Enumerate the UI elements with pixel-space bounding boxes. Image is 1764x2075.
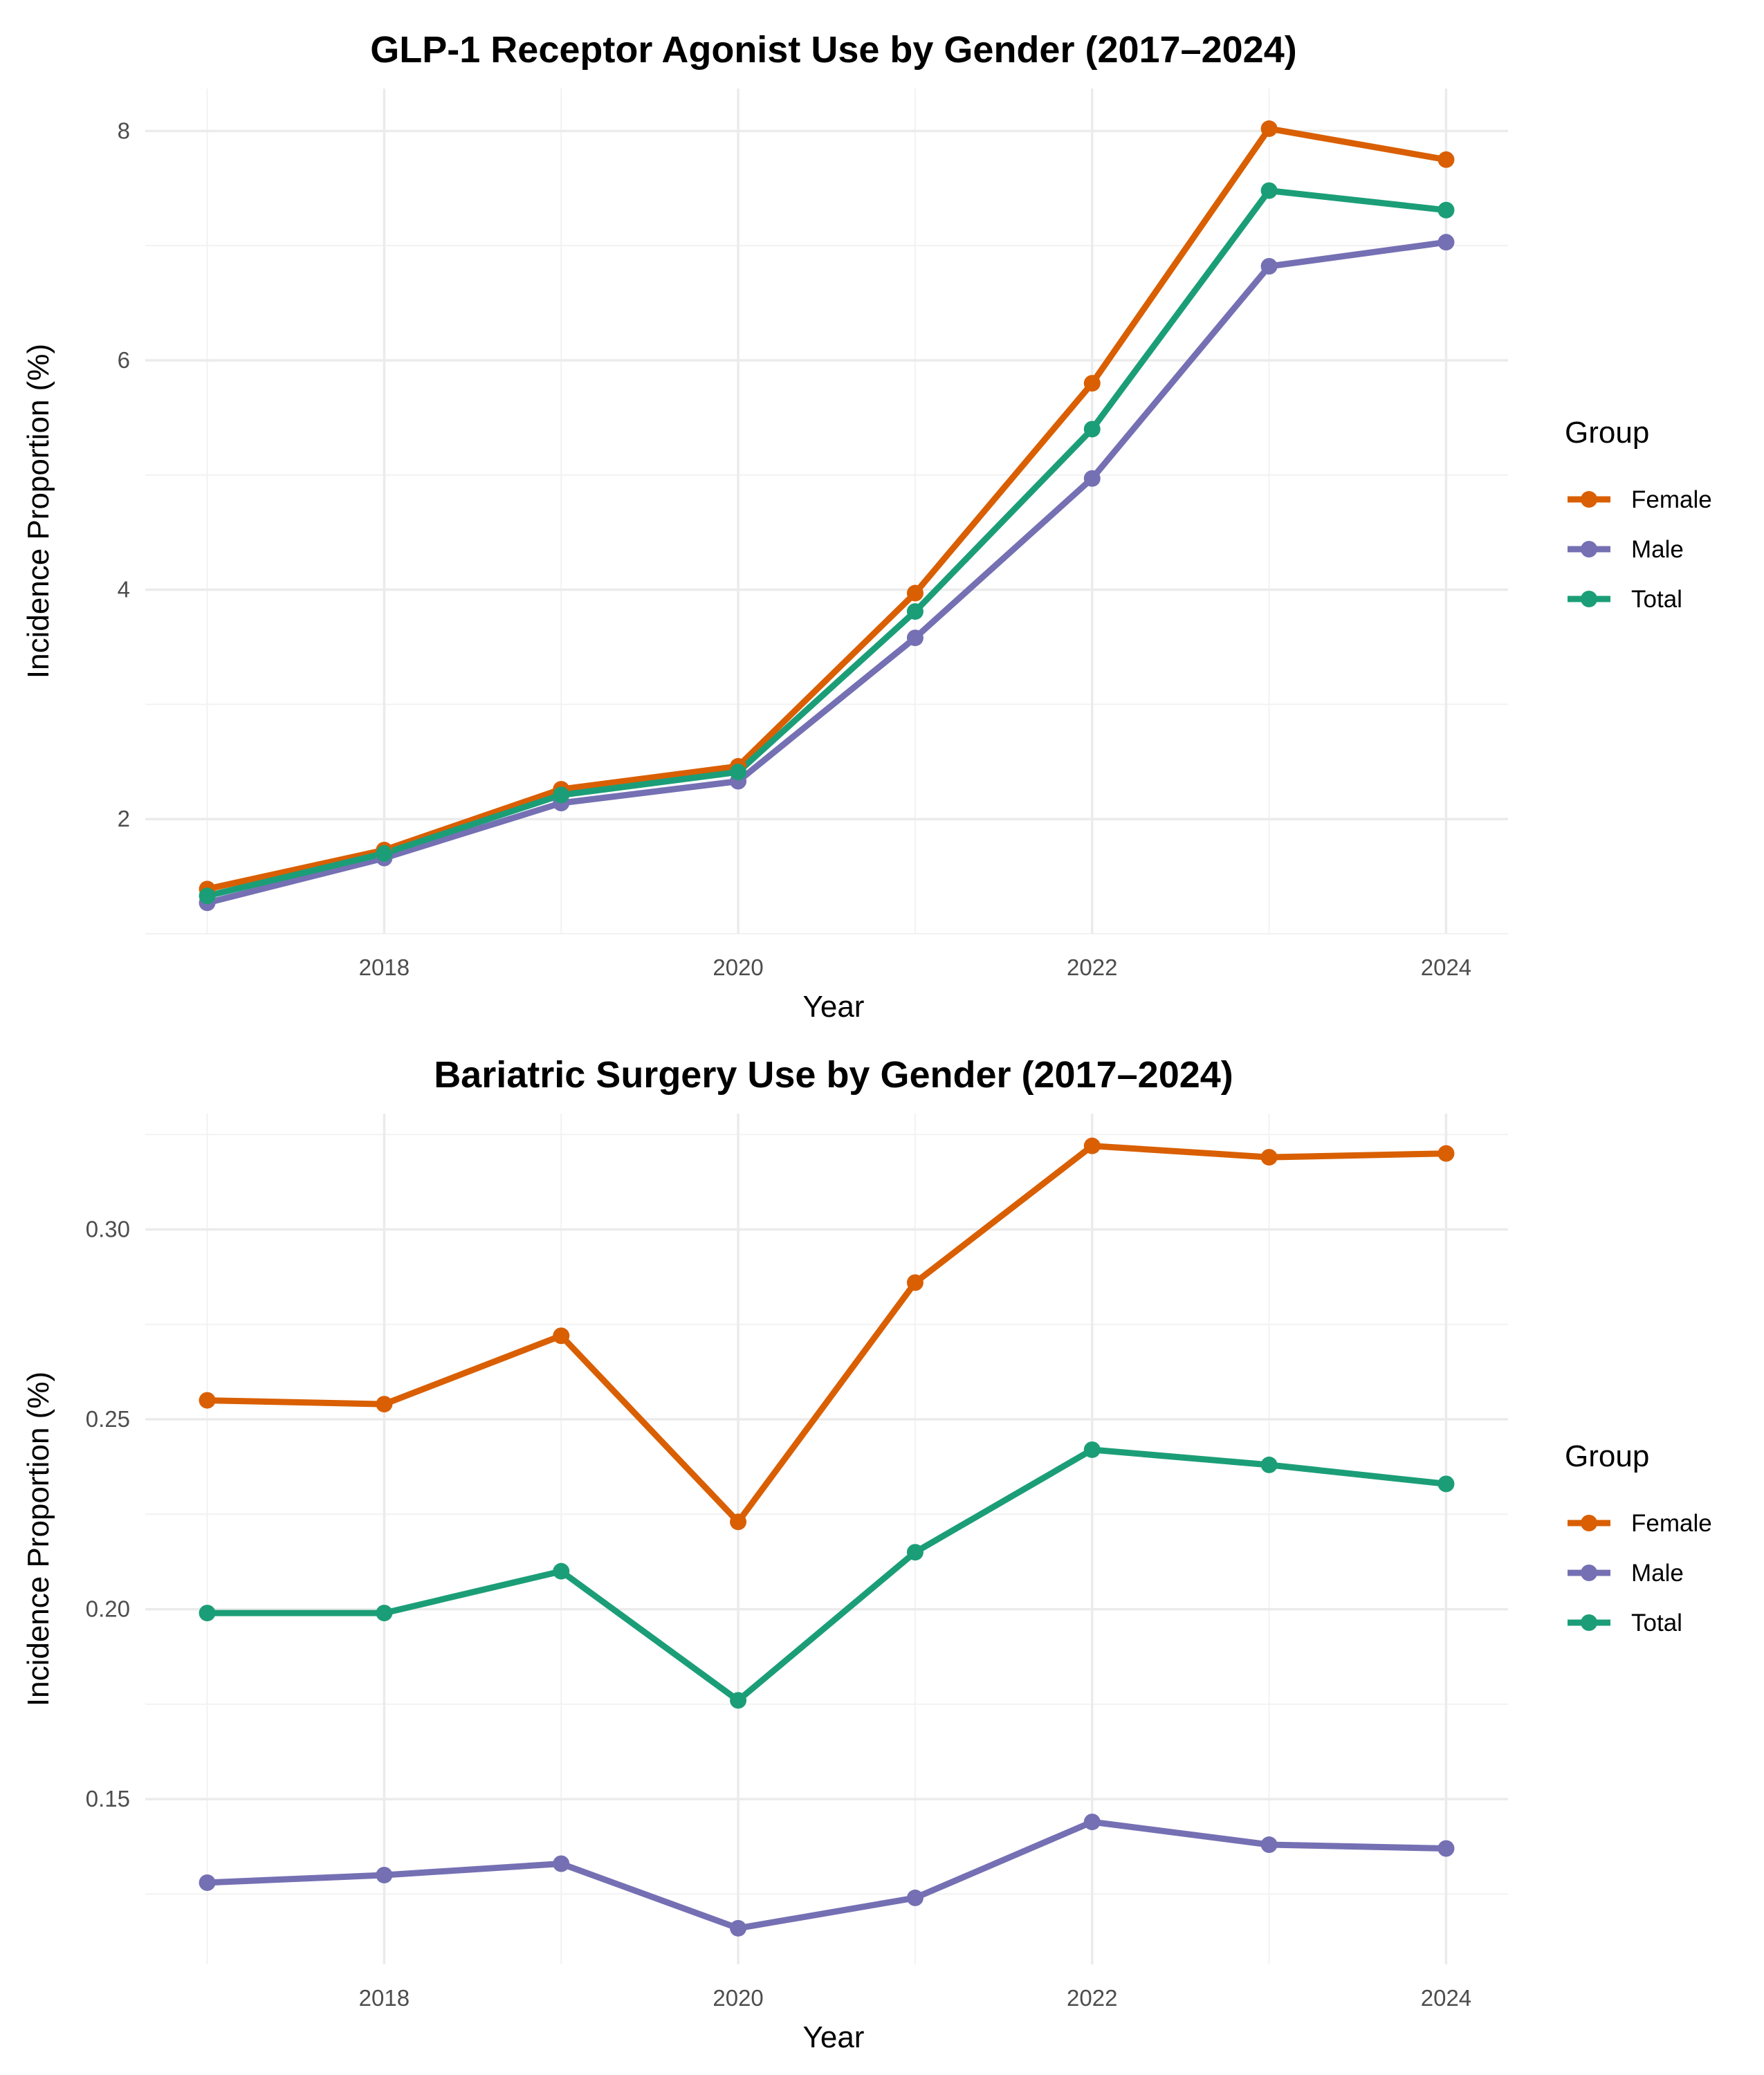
data-point-total	[730, 764, 747, 781]
data-point-male	[1437, 1840, 1455, 1857]
chart-title: Bariatric Surgery Use by Gender (2017–20…	[434, 1054, 1233, 1096]
x-tick-label: 2018	[359, 954, 410, 980]
y-tick-label: 0.20	[86, 1596, 130, 1622]
x-tick-label: 2020	[713, 1985, 763, 2011]
y-axis-title: Incidence Proportion (%)	[21, 1372, 55, 1706]
legend-label: Female	[1631, 486, 1712, 513]
data-point-female	[730, 1513, 747, 1531]
x-tick-label: 2024	[1421, 1985, 1471, 2011]
data-point-total	[1083, 421, 1101, 438]
x-tick-label: 2020	[713, 954, 763, 980]
data-point-male	[906, 629, 924, 647]
legend-key-point	[1581, 1515, 1597, 1531]
y-axis-title: Incidence Proportion (%)	[21, 344, 55, 679]
y-tick-label: 2	[118, 806, 130, 831]
data-point-male	[376, 1866, 393, 1883]
data-point-male	[1260, 1836, 1278, 1854]
series-line-male	[206, 239, 1447, 906]
legend-label: Male	[1631, 536, 1684, 563]
data-point-total	[553, 786, 570, 804]
data-point-male	[1083, 470, 1101, 487]
chart-title: GLP-1 Receptor Agonist Use by Gender (20…	[370, 29, 1296, 71]
legend-item-total: Total	[1568, 1610, 1682, 1636]
data-point-female	[906, 584, 924, 602]
legend-label: Male	[1631, 1560, 1684, 1587]
x-tick-label: 2024	[1421, 954, 1471, 980]
data-point-female	[199, 1392, 216, 1409]
data-point-total	[1083, 1441, 1101, 1458]
legend-key-point	[1581, 591, 1597, 607]
y-tick-label: 6	[118, 347, 130, 373]
legend: Group Female Male Total	[1565, 416, 1712, 613]
legend-key-point	[1581, 541, 1597, 557]
data-point-total	[199, 887, 216, 905]
data-point-male	[906, 1889, 924, 1906]
legend-label: Total	[1631, 1610, 1682, 1636]
data-point-male	[1083, 1814, 1101, 1831]
data-point-total	[1260, 1456, 1278, 1473]
data-point-female	[1083, 375, 1101, 392]
legend-key-point	[1581, 1614, 1597, 1631]
legend-title: Group	[1565, 416, 1649, 450]
data-point-male	[553, 1855, 570, 1872]
legend-item-female: Female	[1568, 486, 1712, 513]
data-point-female	[1083, 1137, 1101, 1154]
data-point-total	[199, 1605, 216, 1622]
data-point-total	[376, 1605, 393, 1622]
data-point-male	[1260, 258, 1278, 275]
data-point-female	[1437, 151, 1455, 168]
data-point-female	[376, 1396, 393, 1413]
x-axis-title: Year	[803, 2020, 865, 2054]
series-line-female	[206, 125, 1447, 892]
data-point-total	[376, 845, 393, 862]
data-point-male	[1437, 234, 1455, 251]
y-tick-label: 8	[118, 118, 130, 143]
data-point-male	[199, 1874, 216, 1891]
legend-label: Female	[1631, 1510, 1712, 1537]
legend-key-point	[1581, 1565, 1597, 1581]
data-point-total	[553, 1562, 570, 1580]
data-point-female	[1437, 1145, 1455, 1162]
y-tick-label: 0.25	[86, 1406, 130, 1432]
chart-panel-1: GLP-1 Receptor Agonist Use by Gender (20…	[21, 29, 1712, 1024]
legend-key-point	[1581, 491, 1597, 508]
series-line-female	[207, 1143, 1446, 1525]
series-line-male	[207, 1818, 1446, 1932]
data-point-female	[553, 1327, 570, 1345]
series-line-total	[206, 187, 1446, 899]
data-point-total	[1437, 201, 1455, 219]
data-point-total	[906, 1544, 924, 1561]
data-point-total	[1437, 1475, 1455, 1493]
x-tick-label: 2022	[1067, 954, 1117, 980]
x-tick-label: 2018	[359, 1985, 410, 2011]
y-tick-label: 0.15	[86, 1786, 130, 1811]
data-point-total	[906, 603, 924, 620]
legend-item-male: Male	[1568, 536, 1684, 563]
x-axis-title: Year	[803, 990, 865, 1024]
data-point-male	[730, 1919, 747, 1937]
data-point-total	[730, 1692, 747, 1709]
data-point-female	[906, 1274, 924, 1291]
data-point-female	[1260, 120, 1278, 138]
data-point-total	[1260, 182, 1278, 199]
series-line-total	[207, 1446, 1446, 1704]
data-point-female	[1260, 1149, 1278, 1166]
y-tick-label: 4	[118, 577, 130, 602]
legend-title: Group	[1565, 1439, 1649, 1473]
legend-item-total: Total	[1568, 586, 1682, 613]
legend-label: Total	[1631, 586, 1682, 613]
chart-panel-2: Bariatric Surgery Use by Gender (2017–20…	[21, 1054, 1712, 2054]
legend-item-male: Male	[1568, 1560, 1684, 1587]
legend-item-female: Female	[1568, 1510, 1712, 1537]
legend: Group Female Male Total	[1565, 1439, 1712, 1636]
y-tick-label: 0.30	[86, 1216, 130, 1242]
x-tick-label: 2022	[1067, 1985, 1117, 2011]
